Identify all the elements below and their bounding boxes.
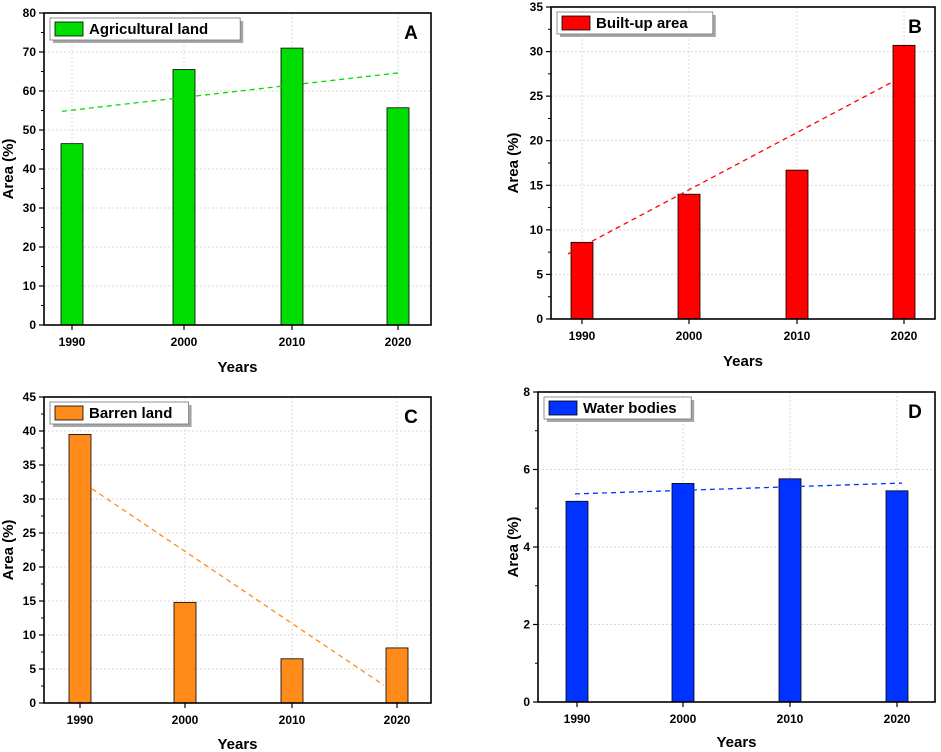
x-tick-label: 2000 (171, 335, 198, 349)
y-tick-label: 0 (29, 318, 36, 332)
legend-label: Built-up area (596, 15, 688, 32)
bar-2010 (280, 658, 304, 704)
x-axis-title: Years (723, 353, 763, 370)
x-tick-label: 2020 (384, 713, 411, 727)
y-tick-label: 5 (29, 662, 36, 676)
bar-2000 (671, 483, 695, 703)
y-tick-label: 20 (530, 134, 544, 148)
y-tick-label: 25 (530, 89, 544, 103)
bar-1990 (68, 433, 92, 704)
bar-2010 (785, 169, 809, 320)
y-tick-label: 30 (23, 492, 37, 506)
legend-box (49, 401, 190, 425)
bar-2010 (280, 47, 304, 326)
panel-label-a: A (404, 23, 418, 44)
y-tick-label: 40 (23, 424, 37, 438)
y-tick-label: 30 (530, 45, 544, 59)
x-tick-label: 2000 (670, 712, 697, 726)
y-tick-label: 35 (23, 458, 37, 472)
y-tick-label: 35 (530, 0, 544, 14)
x-tick-label: 2010 (777, 712, 804, 726)
legend-box (556, 11, 714, 35)
x-tick-label: 1990 (569, 329, 596, 343)
x-tick-label: 2010 (279, 335, 306, 349)
legend-box (543, 396, 692, 420)
legend-label: Water bodies (583, 400, 677, 417)
y-tick-label: 15 (530, 178, 544, 192)
legend-label: Barren land (89, 405, 172, 422)
y-tick-label: 15 (23, 594, 37, 608)
y-axis-title: Area (%) (0, 139, 17, 200)
x-tick-label: 2000 (676, 329, 703, 343)
bar-2000 (172, 69, 196, 326)
x-tick-label: 2020 (891, 329, 918, 343)
bar-2010 (778, 478, 802, 703)
y-tick-label: 30 (23, 201, 37, 215)
bar-2020 (385, 647, 409, 704)
y-tick-label: 45 (23, 390, 37, 404)
x-tick-label: 2010 (784, 329, 811, 343)
y-tick-label: 25 (23, 526, 37, 540)
y-tick-label: 70 (23, 45, 37, 59)
bar-2020 (386, 107, 410, 326)
y-tick-label: 10 (23, 279, 37, 293)
y-tick-label: 6 (523, 463, 530, 477)
y-tick-label: 60 (23, 84, 37, 98)
bar-2020 (892, 44, 916, 320)
y-tick-label: 20 (23, 240, 37, 254)
trend-line (91, 488, 385, 686)
legend-box (49, 17, 241, 41)
legend-label: Agricultural land (89, 21, 208, 38)
y-axis-title: Area (%) (505, 517, 522, 578)
y-tick-label: 10 (530, 223, 544, 237)
x-axis-title: Years (716, 734, 756, 751)
y-tick-label: 0 (536, 312, 543, 326)
x-tick-label: 1990 (564, 712, 591, 726)
y-tick-label: 50 (23, 123, 37, 137)
y-tick-label: 4 (523, 540, 530, 554)
y-tick-label: 5 (536, 267, 543, 281)
plot-frame (550, 6, 936, 320)
chart-panel-d: 0 2 4 6 8 1990 2000 2010 2020 Years Area (%) Water … (505, 385, 936, 751)
y-tick-label: 0 (523, 695, 530, 709)
y-axis-title: Area (%) (505, 133, 522, 194)
x-tick-label: 2020 (884, 712, 911, 726)
bar-1990 (565, 500, 589, 703)
x-tick-label: 1990 (59, 335, 86, 349)
trend-line (567, 74, 907, 255)
chart-panel-b: 0 5 10 15 20 25 30 35 1990 2000 2010 2020 Years Area … (505, 0, 936, 370)
trend-line (61, 72, 401, 112)
panel-label-b: B (908, 17, 922, 38)
y-tick-label: 10 (23, 628, 37, 642)
x-axis-title: Years (217, 359, 257, 376)
bar-1990 (60, 143, 84, 326)
y-tick-label: 2 (523, 618, 530, 632)
y-tick-label: 0 (29, 696, 36, 710)
x-tick-label: 2020 (385, 335, 412, 349)
legend-swatch (54, 405, 84, 421)
panel-label-d: D (908, 402, 922, 423)
bar-2020 (885, 490, 909, 703)
bar-2000 (173, 601, 197, 704)
plot-frame (43, 396, 432, 704)
y-tick-label: 20 (23, 560, 37, 574)
legend-swatch (54, 21, 84, 37)
bar-2000 (677, 193, 701, 320)
x-tick-label: 1990 (67, 713, 94, 727)
y-tick-label: 40 (23, 162, 37, 176)
y-tick-label: 80 (23, 6, 37, 20)
bar-1990 (570, 241, 594, 320)
legend-swatch (561, 15, 591, 31)
x-tick-label: 2010 (279, 713, 306, 727)
chart-panel-c: 0 5 10 15 20 25 30 35 40 45 1990 2000 2010 2020 Years A… (0, 390, 432, 752)
chart-panel-a: 0 10 20 30 40 50 60 70 80 1990 2000 2010 2020 Years Ar… (0, 6, 432, 376)
panel-label-c: C (404, 407, 418, 428)
y-axis-title: Area (%) (0, 520, 17, 581)
legend-swatch (548, 400, 578, 416)
y-tick-label: 8 (523, 385, 530, 399)
x-tick-label: 2000 (172, 713, 199, 727)
x-axis-title: Years (217, 736, 257, 752)
trend-line (574, 482, 903, 495)
